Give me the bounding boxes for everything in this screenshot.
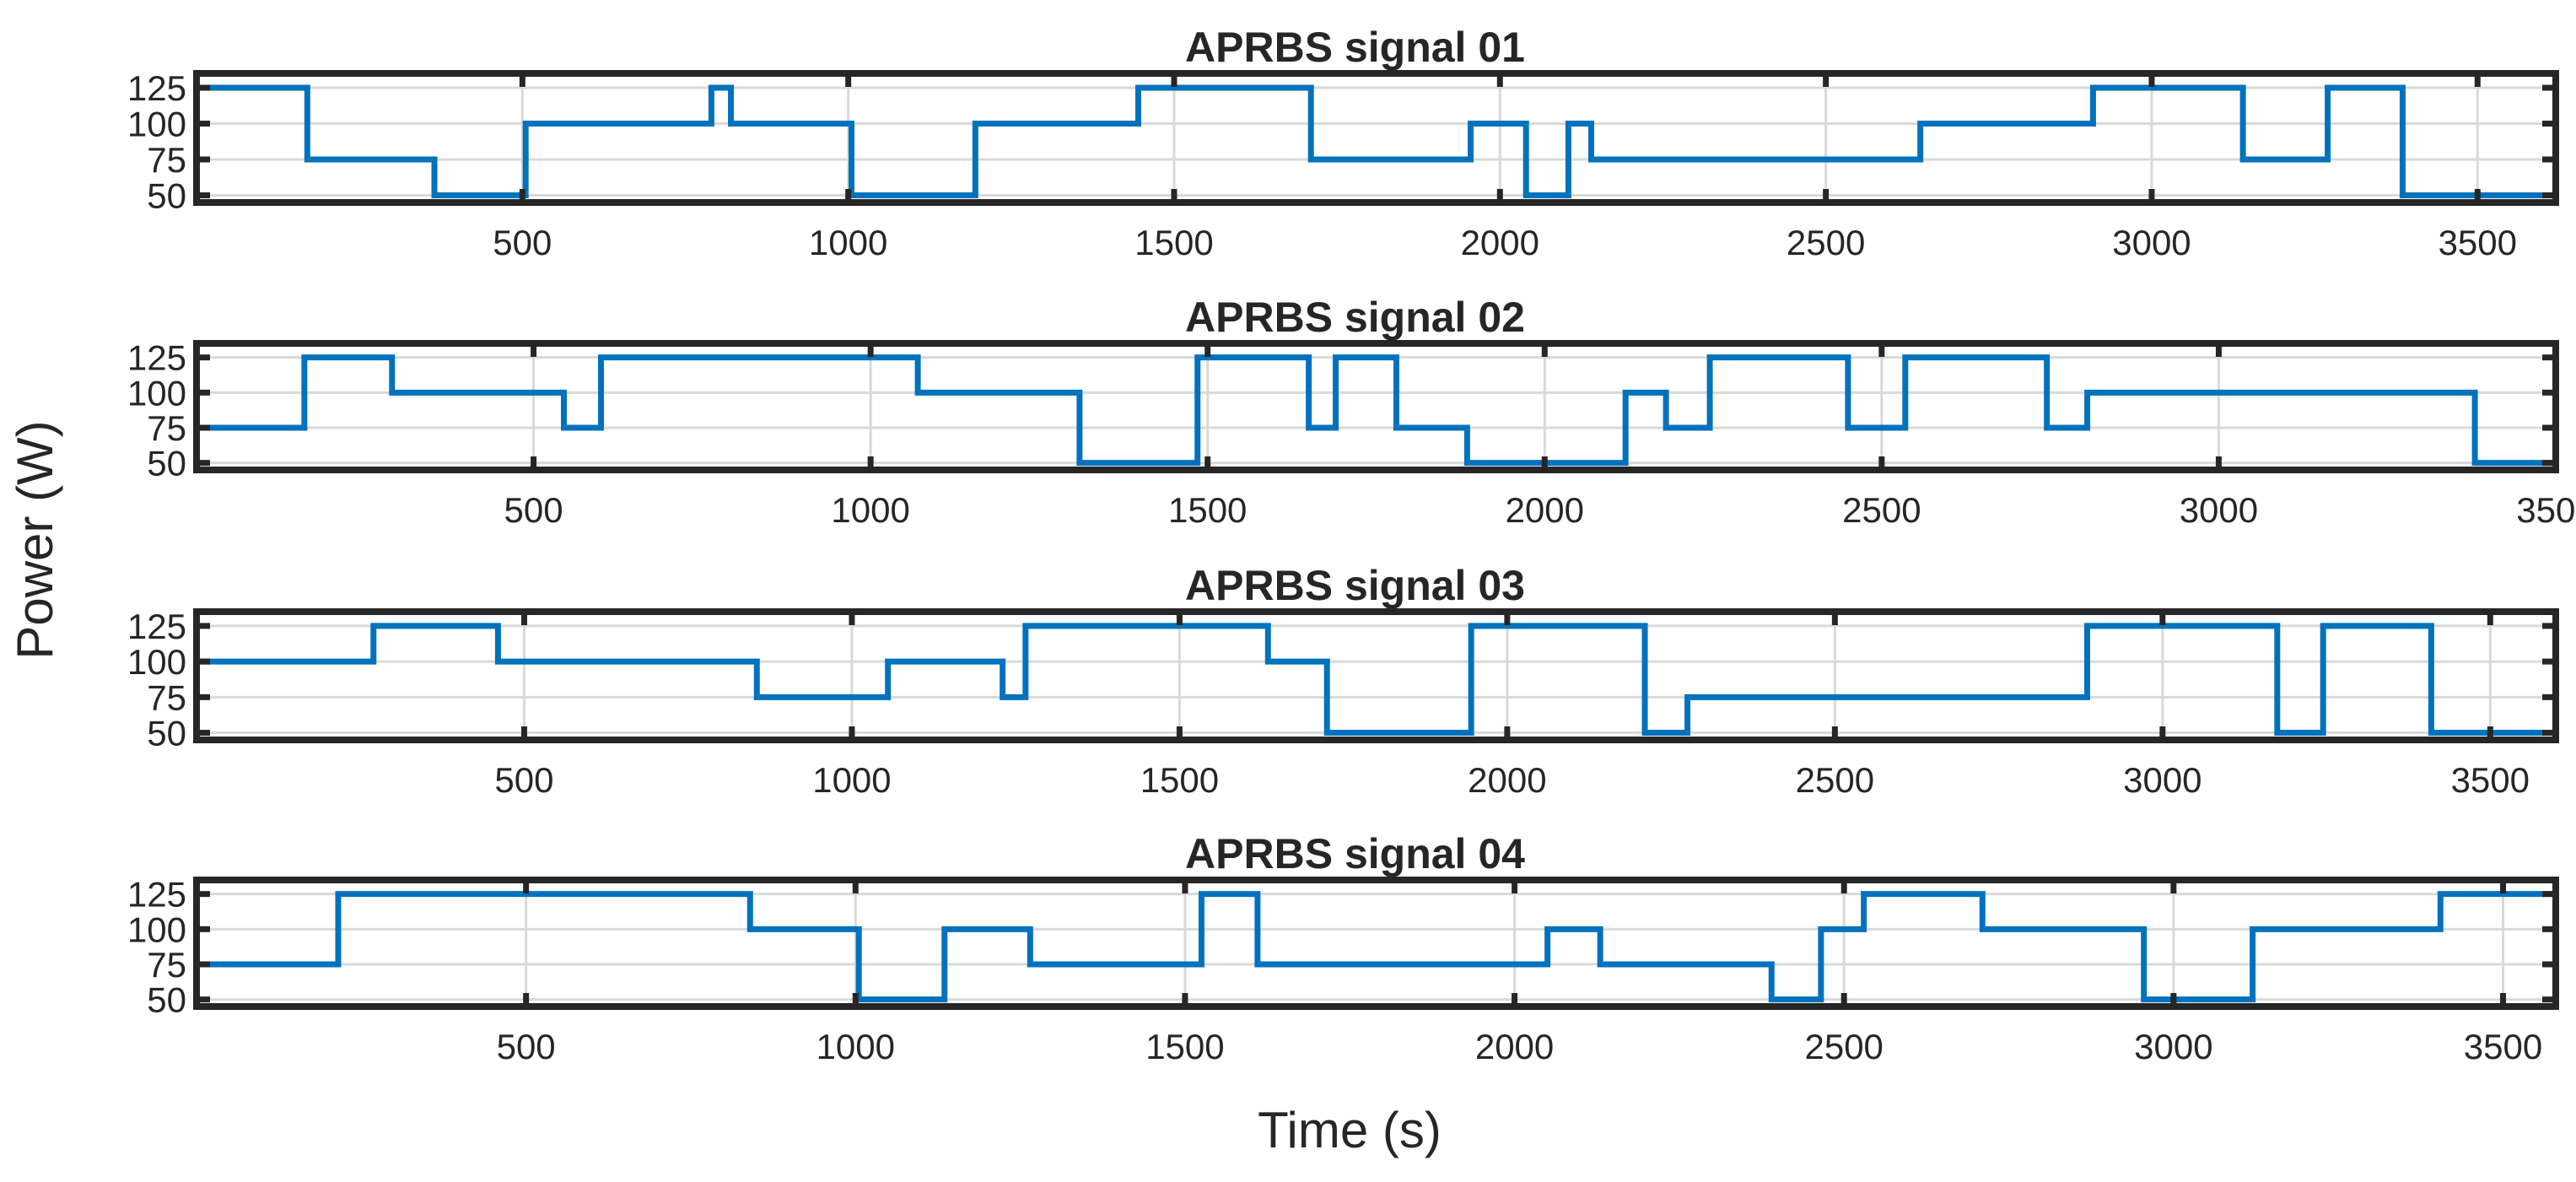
x-tick-label: 3000	[2134, 1027, 2212, 1066]
x-tick-label: 2000	[1461, 223, 1539, 262]
x-tick-label: 1500	[1134, 223, 1213, 262]
x-tick-label: 1000	[816, 1027, 895, 1066]
x-tick-label: 2000	[1468, 760, 1546, 800]
y-tick-label: 100	[127, 105, 186, 144]
x-tick-label: 3500	[2439, 223, 2517, 262]
x-tick-label: 3000	[2112, 223, 2191, 262]
x-tick-label: 3500	[2451, 760, 2530, 800]
x-tick-label: 3500	[2464, 1027, 2542, 1066]
x-tick-label: 3000	[2123, 760, 2201, 800]
x-tick-label: 1500	[1168, 490, 1247, 530]
y-tick-label: 75	[147, 408, 186, 448]
x-axis-label: Time (s)	[1258, 1102, 1442, 1158]
y-tick-label: 100	[127, 373, 186, 413]
y-tick-label: 50	[147, 714, 186, 753]
axes-frame	[193, 340, 2559, 473]
x-tick-label: 2500	[1786, 223, 1865, 262]
x-tick-label: 2000	[1506, 490, 1584, 530]
x-tick-label: 3500	[2516, 490, 2576, 530]
y-axis-label: Power (W)	[7, 420, 63, 659]
y-tick-label: 50	[147, 176, 186, 216]
subplot-title: APRBS signal 04	[1185, 830, 1525, 877]
subplot-title: APRBS signal 01	[1185, 24, 1525, 71]
x-tick-label: 1000	[812, 760, 891, 800]
x-tick-label: 1500	[1140, 760, 1219, 800]
axes-frame	[193, 877, 2559, 1010]
x-tick-label: 500	[504, 490, 563, 530]
x-tick-label: 1000	[831, 490, 909, 530]
subplot-title: APRBS signal 02	[1185, 294, 1525, 341]
y-tick-label: 100	[127, 909, 186, 949]
y-tick-label: 125	[127, 875, 186, 915]
y-tick-label: 75	[147, 945, 186, 985]
x-tick-label: 500	[497, 1027, 556, 1066]
series-line	[197, 623, 2556, 737]
series-line	[197, 354, 2556, 467]
x-tick-label: 1500	[1145, 1027, 1224, 1066]
y-tick-label: 75	[147, 140, 186, 180]
axes-frame	[193, 608, 2559, 743]
series-line	[197, 84, 2556, 198]
y-tick-label: 125	[127, 68, 186, 108]
x-tick-label: 2500	[1842, 490, 1921, 530]
y-tick-label: 125	[127, 607, 186, 646]
y-tick-label: 50	[147, 444, 186, 483]
plot-area	[197, 73, 2556, 202]
subplot-title: APRBS signal 03	[1185, 562, 1525, 609]
plot-area	[197, 880, 2556, 1007]
subplot-container: 500 1000 1500 2000 2500 3000 35005075100125APR…	[127, 24, 2576, 1066]
x-tick-label: 2500	[1804, 1027, 1883, 1066]
x-tick-label: 500	[494, 760, 553, 800]
y-tick-label: 100	[127, 642, 186, 682]
y-tick-label: 125	[127, 338, 186, 378]
plot-area	[197, 612, 2556, 740]
plot-area	[197, 343, 2556, 470]
axes-frame	[193, 70, 2559, 206]
series-line	[197, 891, 2556, 1003]
y-tick-label: 75	[147, 677, 186, 717]
x-tick-label: 3000	[2180, 490, 2258, 530]
y-tick-label: 50	[147, 980, 186, 1020]
x-tick-label: 2000	[1475, 1027, 1554, 1066]
x-tick-label: 1000	[809, 223, 887, 262]
x-tick-label: 2500	[1796, 760, 1874, 800]
x-tick-label: 500	[493, 223, 552, 262]
